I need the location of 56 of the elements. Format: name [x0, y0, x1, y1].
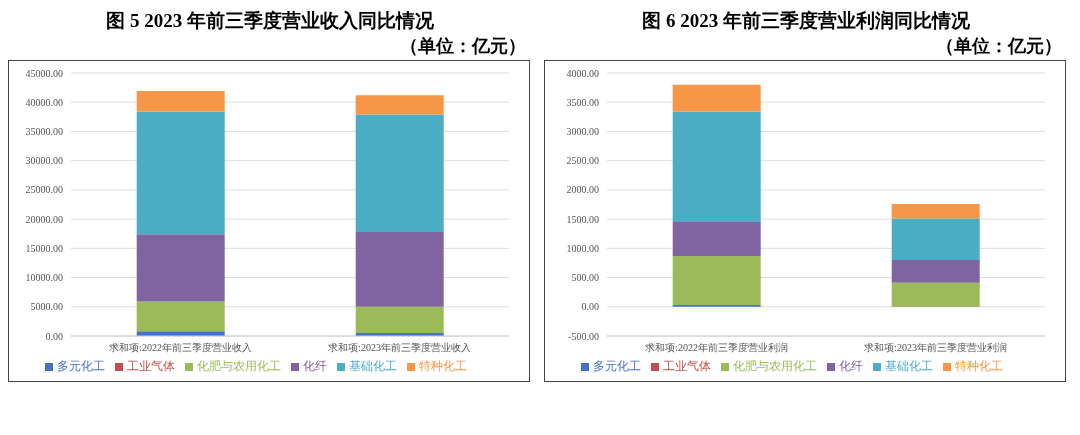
- legend-label: 化纤: [839, 359, 863, 373]
- bar: [891, 218, 980, 261]
- bar: [672, 222, 761, 256]
- y-tick-label: 45000.00: [25, 67, 63, 79]
- legend-label: 特种化工: [419, 359, 467, 373]
- y-tick-label: 20000.00: [25, 213, 63, 225]
- y-tick-label: 3000.00: [566, 125, 599, 137]
- y-tick-label: 40000.00: [25, 96, 63, 108]
- bar: [891, 282, 980, 307]
- bar: [136, 111, 225, 235]
- bar: [891, 203, 980, 219]
- y-tick-label: -500.00: [568, 330, 599, 342]
- chart-subtitle: （单位：亿元）: [399, 35, 527, 58]
- x-tick-label: 求和项:2022年前三季度营业利润: [645, 342, 788, 354]
- y-tick-label: 15000.00: [25, 242, 63, 254]
- legend-label: 化纤: [303, 359, 327, 373]
- y-tick-label: 0.00: [45, 330, 63, 342]
- x-tick-label: 求和项:2022年前三季度营业收入: [109, 342, 252, 354]
- y-tick-label: 25000.00: [25, 184, 63, 196]
- bar: [355, 114, 444, 232]
- y-tick-label: 2000.00: [566, 184, 599, 196]
- bar: [672, 111, 761, 223]
- y-tick-label: 3500.00: [566, 96, 599, 108]
- chart-subtitle: （单位：亿元）: [935, 35, 1063, 58]
- legend-label: 化肥与农用化工: [197, 359, 281, 373]
- y-tick-label: 5000.00: [30, 301, 63, 313]
- bar: [672, 255, 761, 306]
- chart-title: 图 6 2023 年前三季度营业利润同比情况: [641, 9, 971, 33]
- bar: [355, 95, 444, 115]
- legend-label: 特种化工: [955, 359, 1003, 373]
- bar: [355, 231, 444, 307]
- legend-label: 多元化工: [57, 359, 105, 373]
- y-tick-label: 500.00: [571, 272, 599, 284]
- bar: [136, 91, 225, 112]
- y-tick-label: 4000.00: [566, 67, 599, 79]
- y-tick-label: 1000.00: [566, 242, 599, 254]
- bar: [672, 84, 761, 112]
- y-tick-label: 1500.00: [566, 213, 599, 225]
- chart-title: 图 5 2023 年前三季度营业收入同比情况: [105, 9, 435, 33]
- y-tick-label: 30000.00: [25, 155, 63, 167]
- x-tick-label: 求和项:2023年前三季度营业收入: [328, 342, 471, 354]
- y-tick-label: 0.00: [581, 301, 599, 313]
- legend-label: 基础化工: [349, 359, 397, 373]
- bar: [891, 260, 980, 283]
- y-tick-label: 35000.00: [25, 125, 63, 137]
- bar: [136, 234, 225, 302]
- x-tick-label: 求和项:2023年前三季度营业利润: [864, 342, 1007, 354]
- y-tick-label: 2500.00: [566, 155, 599, 167]
- legend-label: 工业气体: [663, 359, 711, 373]
- legend-label: 工业气体: [127, 359, 175, 373]
- bar: [136, 301, 225, 332]
- y-tick-label: 10000.00: [25, 272, 63, 284]
- bar: [355, 306, 444, 334]
- legend-label: 化肥与农用化工: [733, 359, 817, 373]
- legend-label: 基础化工: [885, 359, 933, 373]
- legend-label: 多元化工: [593, 359, 641, 373]
